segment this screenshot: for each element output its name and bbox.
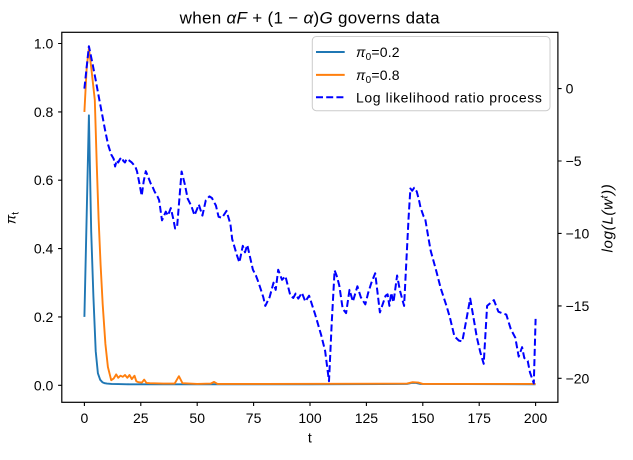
svg-text:175: 175 xyxy=(468,410,492,426)
svg-text:0: 0 xyxy=(81,410,89,426)
svg-text:50: 50 xyxy=(189,410,205,426)
svg-text:−5: −5 xyxy=(566,153,582,169)
svg-text:0.0: 0.0 xyxy=(34,377,54,393)
svg-text:25: 25 xyxy=(133,410,149,426)
svg-text:t: t xyxy=(308,430,312,446)
svg-text:−15: −15 xyxy=(566,298,590,314)
svg-text:200: 200 xyxy=(524,410,548,426)
svg-text:1.0: 1.0 xyxy=(34,36,54,52)
svg-text:π0=0.2: π0=0.2 xyxy=(356,44,400,63)
svg-text:0.4: 0.4 xyxy=(34,241,54,257)
svg-text:0: 0 xyxy=(566,81,574,97)
svg-text:100: 100 xyxy=(298,410,322,426)
svg-text:125: 125 xyxy=(355,410,379,426)
svg-text:150: 150 xyxy=(411,410,435,426)
svg-text:−10: −10 xyxy=(566,225,590,241)
svg-text:when αF + (1 − α)G governs dat: when αF + (1 − α)G governs data xyxy=(179,9,440,28)
svg-text:0.2: 0.2 xyxy=(34,309,54,325)
svg-text:−20: −20 xyxy=(566,370,590,386)
svg-text:0.6: 0.6 xyxy=(34,172,54,188)
svg-text:π0=0.8: π0=0.8 xyxy=(356,67,400,86)
svg-text:0.8: 0.8 xyxy=(34,104,54,120)
svg-text:log(L(wt)): log(L(wt)) xyxy=(600,184,617,253)
svg-text:Log likelihood ratio process: Log likelihood ratio process xyxy=(356,89,542,105)
svg-text:πt: πt xyxy=(3,212,22,224)
svg-text:75: 75 xyxy=(246,410,262,426)
